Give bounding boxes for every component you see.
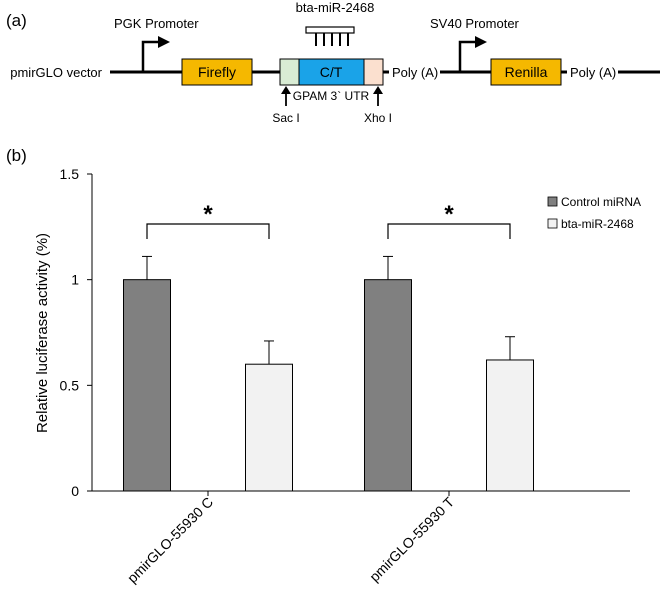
renilla-label: Renilla	[505, 64, 548, 80]
significance-bracket	[387, 223, 511, 239]
pgk-promoter-label: PGK Promoter	[114, 16, 199, 31]
sac-site-label: Sac I	[272, 111, 299, 125]
bar	[486, 359, 534, 492]
sac-site-box	[279, 58, 300, 86]
firefly-label: Firefly	[198, 64, 236, 80]
y-tick-label: 1	[71, 272, 79, 288]
bar	[364, 279, 412, 492]
y-tick-label: 0.5	[60, 377, 80, 393]
xho-site-box	[363, 58, 384, 86]
y-ticks: 0 0.5 1 1.5	[60, 166, 92, 499]
sv40-promoter-arrow-icon	[458, 36, 487, 72]
x-tick-label: pmirGLO-55930 C	[124, 494, 216, 586]
sac-site-arrow-icon	[281, 86, 291, 106]
insert-label: C/T	[320, 64, 343, 80]
legend: Control miRNA bta-miR-2468	[547, 195, 641, 231]
polya-1-label: Poly (A)	[392, 65, 438, 80]
xho-site-arrow-icon	[373, 86, 383, 106]
xho-site-label: Xho I	[364, 111, 392, 125]
firefly-box	[181, 58, 253, 86]
polya-2-label: Poly (A)	[570, 65, 616, 80]
legend-swatch	[547, 218, 558, 229]
y-tick-label: 1.5	[60, 166, 80, 182]
polya-1-mask	[389, 62, 440, 82]
significance-bracket	[146, 223, 270, 239]
vector-name: pmirGLO vector	[10, 65, 102, 80]
legend-swatch	[547, 196, 558, 207]
panel-a-label: (a)	[6, 11, 27, 30]
legend-label: Control miRNA	[561, 195, 641, 209]
bars	[123, 255, 534, 492]
panel-b-label: (b)	[6, 146, 27, 165]
mirna-label: bta-miR-2468	[296, 0, 375, 15]
x-tick-labels: pmirGLO-55930 C pmirGLO-55930 T	[124, 491, 457, 586]
pgk-promoter-arrow-icon	[141, 36, 170, 72]
significance-brackets: * *	[146, 201, 511, 239]
bar	[245, 363, 293, 492]
panel-b: (b) Relative luciferase activity (%) 0 0.…	[6, 146, 641, 586]
significance-marker: *	[444, 201, 454, 228]
legend-label: bta-miR-2468	[561, 217, 634, 231]
renilla-box	[490, 58, 562, 86]
y-tick-label: 0	[71, 483, 79, 499]
mirna-binding-icon	[305, 26, 355, 46]
y-axis-label: Relative luciferase activity (%)	[34, 233, 51, 433]
x-tick-label: pmirGLO-55930 T	[366, 493, 457, 584]
panel-a: (a) pmirGLO vector PGK Promoter Firefly …	[6, 0, 660, 125]
bar	[123, 279, 171, 492]
polya-2-mask	[567, 62, 618, 82]
significance-marker: *	[203, 201, 213, 228]
sv40-promoter-label: SV40 Promoter	[430, 16, 520, 31]
utr-label: GPAM 3` UTR	[293, 89, 370, 103]
